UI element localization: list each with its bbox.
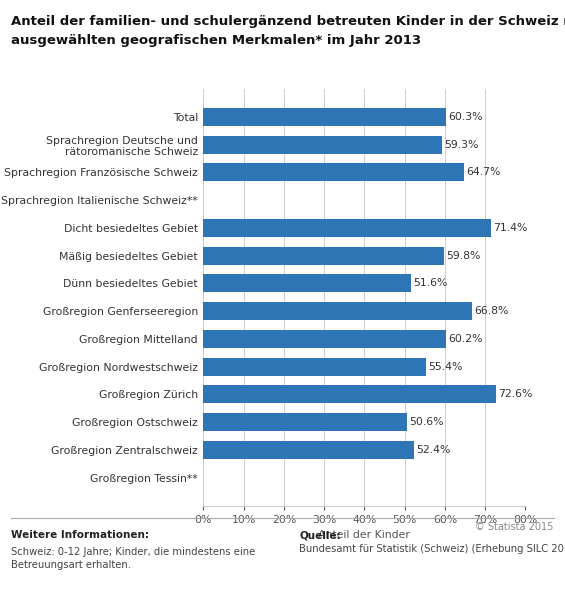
Text: 52.4%: 52.4% — [416, 445, 451, 455]
Bar — [203, 135, 442, 154]
Text: 51.6%: 51.6% — [413, 278, 447, 289]
Text: 55.4%: 55.4% — [428, 362, 463, 371]
Text: Schweiz: 0-12 Jahre; Kinder, die mindestens eine
Betreuungsart erhalten.: Schweiz: 0-12 Jahre; Kinder, die mindest… — [11, 547, 255, 570]
Bar — [203, 358, 427, 376]
Bar — [203, 163, 464, 181]
Bar — [203, 413, 407, 432]
Text: 59.8%: 59.8% — [446, 251, 480, 261]
Bar — [203, 441, 414, 459]
Text: 60.3%: 60.3% — [448, 112, 483, 122]
Bar — [203, 330, 446, 348]
Text: 66.8%: 66.8% — [475, 306, 508, 316]
Text: 59.3%: 59.3% — [444, 140, 479, 150]
Text: Weitere Informationen:: Weitere Informationen: — [11, 530, 149, 540]
Text: © Statista 2015: © Statista 2015 — [475, 522, 554, 532]
Text: Bundesamt für Statistik (Schweiz) (Erhebung SILC 2013): Bundesamt für Statistik (Schweiz) (Erheb… — [299, 544, 565, 554]
Bar — [203, 108, 446, 126]
Bar — [203, 246, 444, 265]
Bar — [203, 275, 411, 292]
X-axis label: Anteil der Kinder: Anteil der Kinder — [319, 530, 410, 540]
Text: 50.6%: 50.6% — [409, 417, 444, 427]
Text: ausgewählten geografischen Merkmalen* im Jahr 2013: ausgewählten geografischen Merkmalen* im… — [11, 34, 421, 47]
Text: Quelle:: Quelle: — [299, 530, 341, 540]
Bar — [203, 219, 491, 237]
Text: 71.4%: 71.4% — [493, 223, 527, 233]
Bar — [203, 302, 472, 320]
Text: 60.2%: 60.2% — [447, 334, 483, 344]
Text: Anteil der familien- und schulergänzend betreuten Kinder in der Schweiz nach: Anteil der familien- und schulergänzend … — [11, 15, 565, 28]
Text: 72.6%: 72.6% — [498, 389, 532, 400]
Bar — [203, 386, 496, 403]
Text: 64.7%: 64.7% — [466, 167, 500, 177]
